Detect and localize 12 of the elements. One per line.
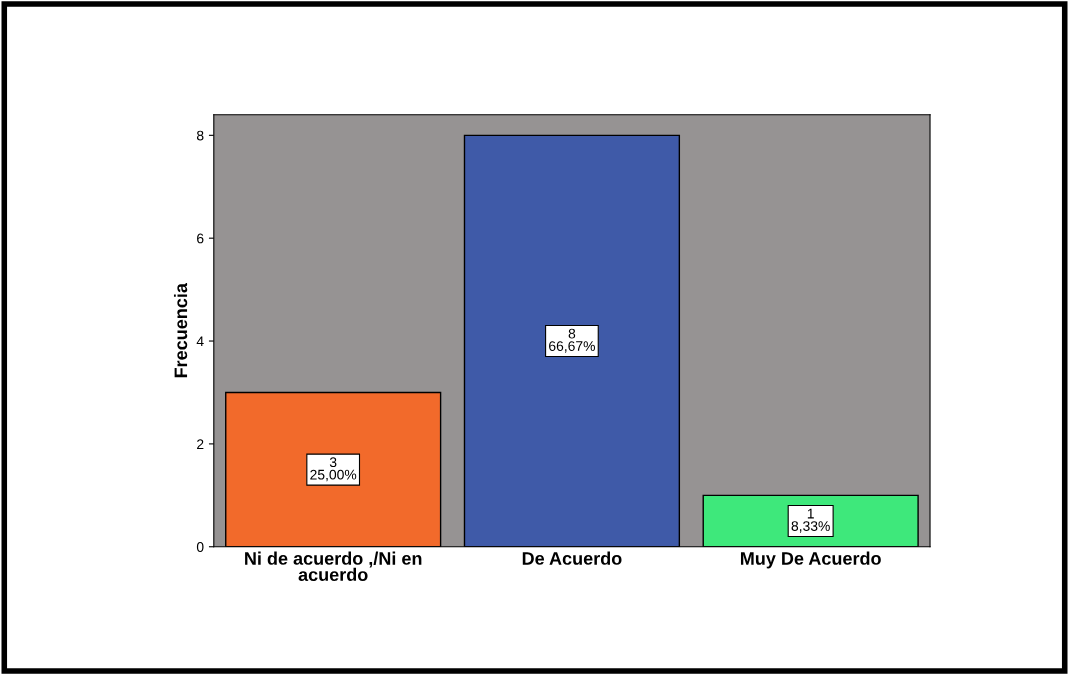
y-tick-label: 6 [197,233,204,244]
y-tick-label: 4 [196,336,204,347]
x-tick-label: De Acuerdo [522,551,622,565]
x-tick-label: Muy De Acuerdo [740,551,881,569]
data-label: 8 66,67% [549,328,595,353]
y-tick-label: 2 [197,439,204,449]
y-tick-label: 0 [196,542,204,552]
y-tick-label: 8 [196,130,204,141]
y-axis-title: Frecuencia [173,282,188,378]
data-label: 3 25,00% [310,457,357,482]
x-tick-label: Ni de acuerdo ,/Ni en acuerdo [245,551,422,582]
data-label: 1 8,33% [791,508,830,533]
